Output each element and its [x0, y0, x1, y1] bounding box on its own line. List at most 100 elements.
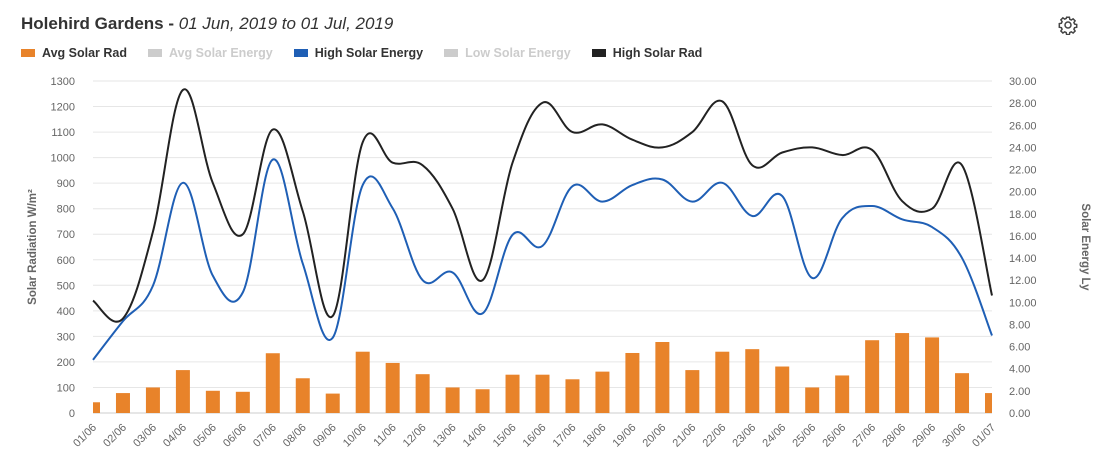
avg-solar-rad-bar[interactable] [865, 340, 880, 413]
avg-solar-rad-bar[interactable] [445, 387, 460, 413]
right-tick-label: 22.00 [1009, 165, 1037, 177]
legend-label: High Solar Energy [314, 46, 424, 60]
avg-solar-rad-bar[interactable] [475, 389, 490, 413]
left-tick-label: 1200 [51, 102, 75, 114]
avg-solar-rad-bar[interactable] [355, 351, 370, 413]
legend-item-avg-solar-rad[interactable]: Avg Solar Rad [21, 46, 127, 60]
chart-header: Holehird Gardens - 01 Jun, 2019 to 01 Ju… [21, 12, 393, 36]
left-tick-label: 400 [57, 306, 75, 318]
x-tick-label: 04/06 [161, 422, 189, 450]
x-tick-label: 30/06 [940, 422, 968, 450]
legend-label: Low Solar Energy [465, 46, 571, 60]
x-tick-label: 16/06 [521, 422, 549, 450]
avg-solar-rad-bar[interactable] [745, 349, 760, 413]
avg-solar-rad-bar[interactable] [93, 402, 100, 413]
avg-solar-rad-bar[interactable] [715, 351, 730, 413]
left-axis-title: Solar Radiation W/m² [27, 189, 39, 305]
right-tick-label: 2.00 [1009, 386, 1030, 398]
right-tick-label: 20.00 [1009, 187, 1037, 199]
avg-solar-rad-bar[interactable] [595, 371, 610, 413]
x-tick-label: 02/06 [101, 422, 129, 450]
avg-solar-rad-bar[interactable] [985, 393, 992, 413]
date-range: 01 Jun, 2019 to 01 Jul, 2019 [178, 14, 394, 33]
x-tick-label: 10/06 [341, 422, 369, 450]
x-tick-label: 09/06 [311, 422, 339, 450]
left-tick-label: 1100 [51, 127, 75, 139]
avg-solar-rad-bar[interactable] [535, 374, 550, 413]
left-tick-label: 200 [57, 357, 75, 369]
left-tick-label: 1000 [51, 153, 75, 165]
legend-swatch [147, 49, 162, 57]
avg-solar-rad-bar[interactable] [505, 374, 520, 413]
x-tick-label: 21/06 [671, 422, 699, 450]
x-tick-label: 08/06 [281, 422, 309, 450]
right-tick-label: 26.00 [1009, 120, 1037, 132]
avg-solar-rad-bar[interactable] [295, 378, 310, 413]
avg-solar-rad-bar[interactable] [895, 333, 910, 413]
avg-solar-rad-bar[interactable] [835, 375, 850, 413]
x-tick-label: 06/06 [221, 422, 249, 450]
right-tick-label: 28.00 [1009, 98, 1037, 110]
left-axis-ticks: 0 100 200 300 400 500 600 700 800 900 1000 1100 1200… [51, 76, 75, 420]
left-tick-label: 500 [57, 280, 75, 292]
left-tick-label: 0 [69, 408, 75, 420]
avg-solar-rad-bar[interactable] [685, 370, 700, 413]
legend-item-low-solar-energy[interactable]: Low Solar Energy [444, 46, 571, 60]
left-tick-label: 300 [57, 331, 75, 343]
x-tick-label: 19/06 [611, 422, 639, 450]
x-tick-label: 13/06 [431, 422, 459, 450]
avg-solar-rad-bar[interactable] [625, 352, 640, 413]
x-tick-label: 14/06 [461, 422, 489, 450]
legend-label: Avg Solar Rad [42, 46, 127, 60]
avg-solar-rad-bar[interactable] [385, 362, 400, 413]
right-tick-label: 12.00 [1009, 275, 1037, 287]
high-solar-rad-line[interactable] [92, 88, 993, 323]
gear-icon[interactable] [1058, 15, 1078, 36]
avg-solar-rad-bar[interactable] [265, 353, 280, 413]
avg-solar-rad-bar[interactable] [145, 387, 160, 413]
x-tick-label: 01/07 [970, 422, 998, 450]
avg-solar-rad-bar[interactable] [115, 393, 130, 413]
legend-item-high-solar-rad[interactable]: High Solar Rad [591, 46, 703, 60]
x-tick-label: 23/06 [730, 422, 758, 450]
left-tick-label: 1300 [51, 76, 75, 88]
avg-solar-rad-bar[interactable] [955, 373, 970, 413]
avg-solar-rad-bar[interactable] [775, 366, 790, 413]
x-tick-label: 01/06 [71, 422, 99, 450]
legend-item-avg-solar-energy[interactable]: Avg Solar Energy [147, 46, 273, 60]
right-tick-label: 24.00 [1009, 142, 1037, 154]
avg-solar-rad-bar[interactable] [325, 393, 340, 413]
legend-label: High Solar Rad [612, 46, 703, 60]
avg-solar-rad-bar[interactable] [235, 391, 250, 413]
avg-solar-rad-bar[interactable] [655, 342, 670, 413]
chart-legend: Avg Solar Rad Avg Solar Energy High Sola… [21, 46, 723, 60]
x-tick-label: 17/06 [551, 422, 579, 450]
avg-solar-rad-bar[interactable] [805, 387, 820, 413]
right-tick-label: 10.00 [1009, 297, 1037, 309]
left-tick-label: 700 [57, 229, 75, 241]
x-tick-label: 05/06 [191, 422, 219, 450]
legend-swatch [293, 49, 308, 57]
series-lines [92, 88, 993, 361]
right-tick-label: 0.00 [1009, 408, 1030, 420]
right-axis-ticks: 0.00 2.00 4.00 6.00 8.00 10.00 12.00 14.00 16.00… [1009, 76, 1037, 420]
avg-solar-rad-bars [93, 333, 992, 413]
avg-solar-rad-bar[interactable] [565, 379, 580, 413]
avg-solar-rad-bar[interactable] [415, 374, 430, 413]
right-tick-label: 8.00 [1009, 319, 1030, 331]
right-tick-label: 6.00 [1009, 342, 1030, 354]
avg-solar-rad-bar[interactable] [175, 370, 190, 413]
x-tick-label: 28/06 [880, 422, 908, 450]
high-solar-energy-line[interactable] [92, 158, 993, 361]
right-tick-label: 18.00 [1009, 209, 1037, 221]
legend-item-high-solar-energy[interactable]: High Solar Energy [293, 46, 424, 60]
avg-solar-rad-bar[interactable] [205, 390, 220, 413]
x-tick-label: 24/06 [760, 422, 788, 450]
left-tick-label: 100 [57, 382, 75, 394]
x-tick-label: 03/06 [131, 422, 159, 450]
legend-label: Avg Solar Energy [168, 46, 273, 60]
right-tick-label: 14.00 [1009, 253, 1037, 265]
avg-solar-rad-bar[interactable] [925, 337, 940, 413]
left-tick-label: 900 [57, 178, 75, 190]
x-tick-label: 15/06 [491, 422, 519, 450]
